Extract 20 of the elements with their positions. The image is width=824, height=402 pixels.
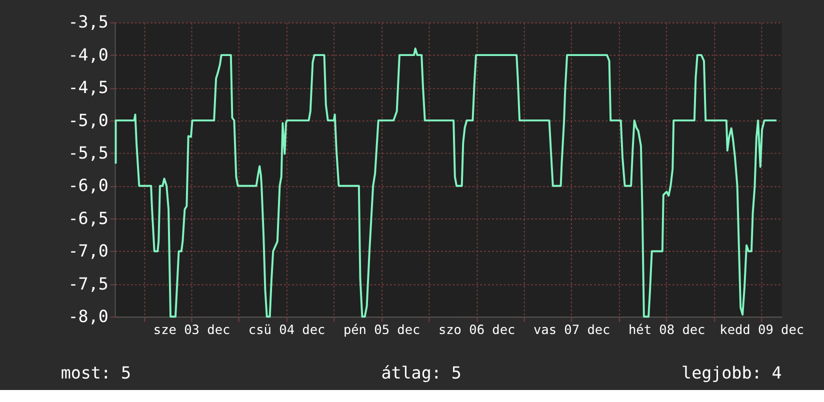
text: most: 5 xyxy=(60,363,132,382)
text: átlag: 5 xyxy=(381,363,462,382)
x-tick-label: sze 03 dec xyxy=(153,322,230,338)
y-tick-label: -3,5 xyxy=(68,12,108,32)
y-tick-label: -6,0 xyxy=(68,176,108,196)
text: legjobb: 4 xyxy=(682,363,782,382)
y-tick-label: -5,0 xyxy=(68,110,108,130)
x-tick-label: vas 07 dec xyxy=(533,322,610,338)
y-tick-label: -6,5 xyxy=(68,208,108,228)
y-tick-label: -4,5 xyxy=(68,78,108,98)
x-tick-label: pén 05 dec xyxy=(343,322,420,338)
y-tick-label: -8,0 xyxy=(68,307,108,326)
x-tick-label: csü 04 dec xyxy=(248,322,326,338)
y-tick-label: -7,0 xyxy=(68,242,108,261)
x-tick-label: hét 08 dec xyxy=(628,322,706,338)
x-tick-label: kedd 09 dec xyxy=(720,322,804,338)
y-tick-label: -5,5 xyxy=(68,144,108,163)
y-tick-label: -7,5 xyxy=(68,274,108,294)
x-tick-label: szo 06 dec xyxy=(438,322,516,338)
y-tick-label: -4,0 xyxy=(68,45,108,64)
